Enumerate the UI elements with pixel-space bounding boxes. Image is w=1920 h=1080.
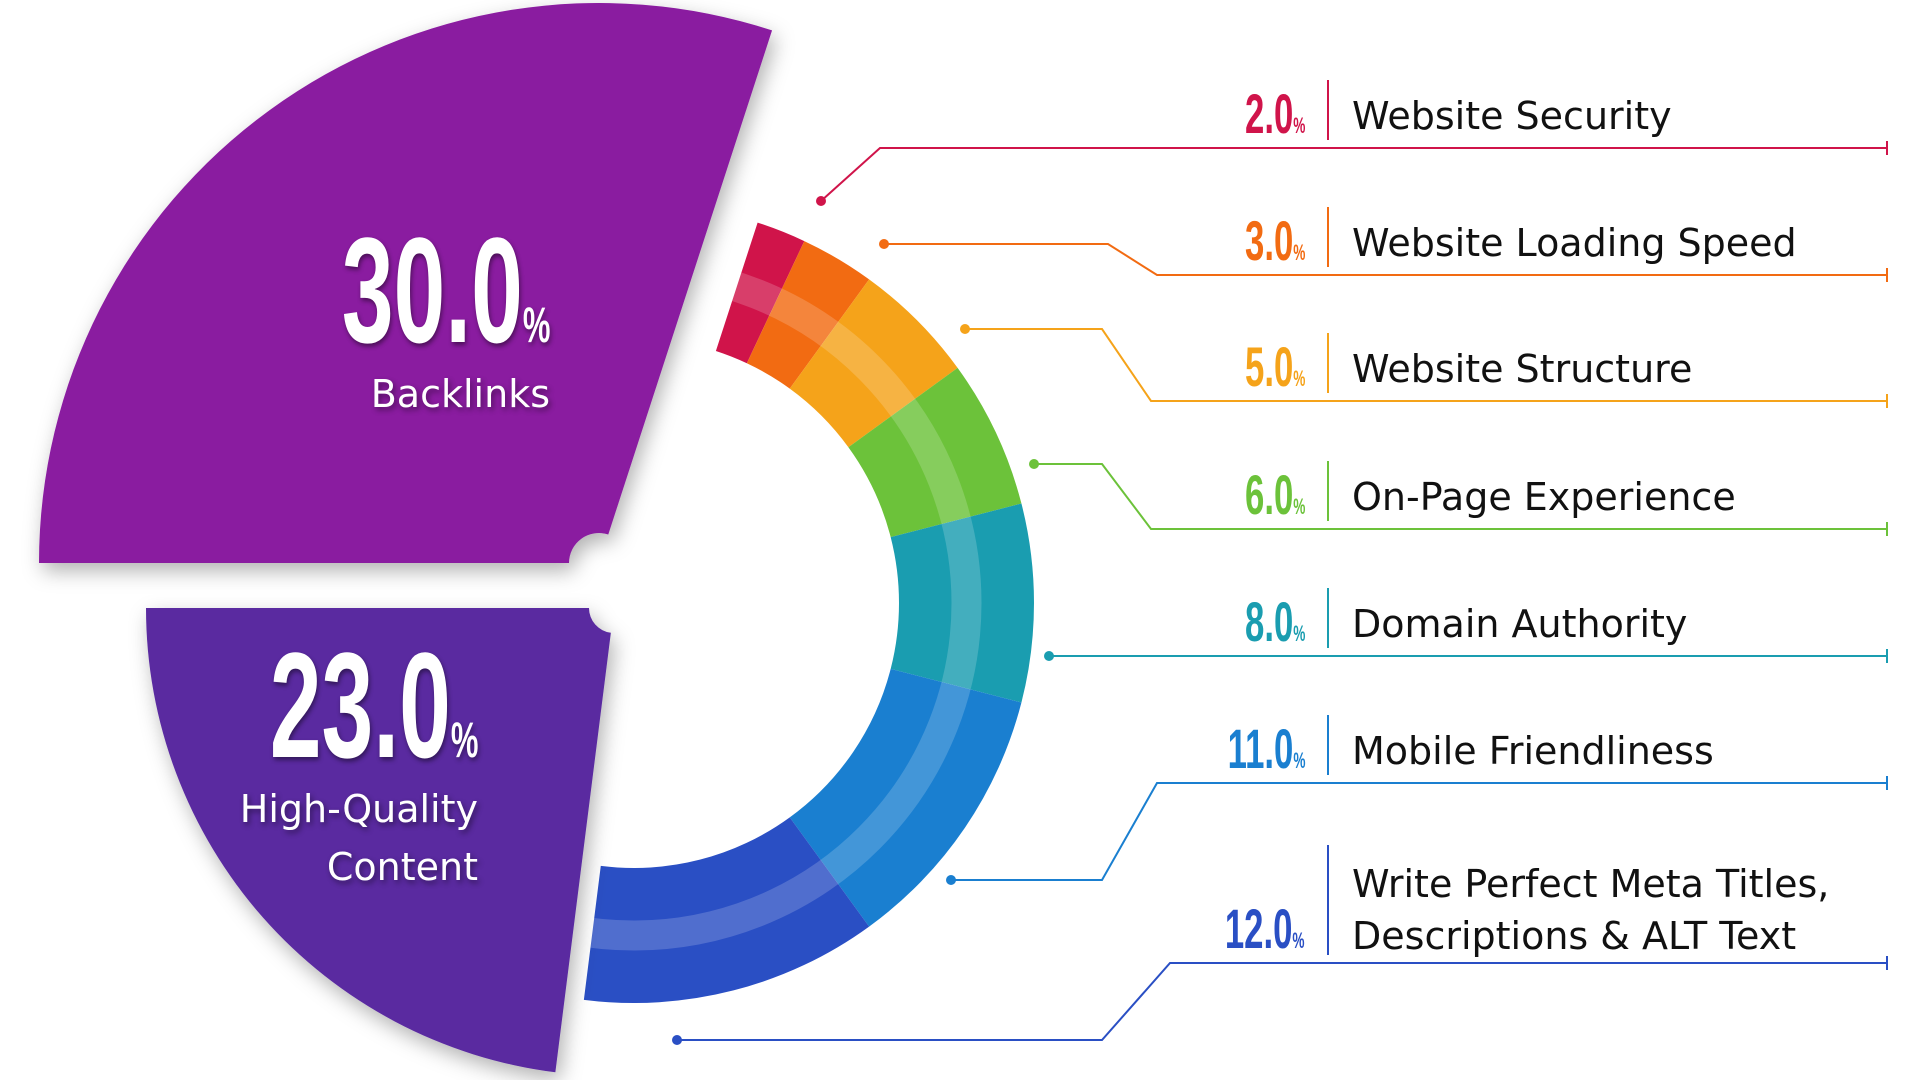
slice-label: Website Structure — [1352, 343, 1692, 395]
slice-name: Backlinks — [370, 372, 550, 416]
percent-value: 3.0 — [1244, 209, 1293, 272]
percent-unit: % — [1292, 928, 1305, 953]
slice-name: Content — [326, 845, 478, 889]
slice-website-loading-speed — [746, 241, 870, 389]
percent-unit: % — [1292, 494, 1305, 519]
leader-line — [965, 328, 1887, 402]
label-divider — [1327, 461, 1329, 521]
label-line: Website Structure — [1352, 347, 1693, 391]
percent-unit: % — [1292, 240, 1305, 265]
big-slice-label: 30.0% Backlinks — [214, 215, 550, 423]
slice-website-security — [715, 222, 805, 364]
slice-name: High-Quality — [239, 787, 478, 831]
percent-unit: % — [1292, 621, 1305, 646]
leader-dot — [1044, 651, 1054, 661]
percent-value: 2.0 — [1244, 82, 1293, 145]
leader-line — [884, 243, 1887, 276]
slice-write-perfect-meta-titles-descriptions-alt-text — [583, 817, 870, 1003]
slice-mobile-friendliness — [789, 668, 1022, 927]
slice-label: Website Loading Speed — [1352, 217, 1797, 269]
leader-dot — [816, 196, 826, 206]
slice-percent: 2.0% — [1245, 86, 1305, 142]
slice-label: On-Page Experience — [1352, 471, 1736, 523]
percent-value: 30.0% — [341, 206, 550, 374]
leader-line — [820, 147, 1887, 202]
label-divider — [1327, 207, 1329, 267]
leader-line — [951, 782, 1887, 881]
leader-dot — [960, 324, 970, 334]
slice-percent: 12.0% — [1225, 901, 1305, 957]
label-line: On-Page Experience — [1352, 475, 1736, 519]
leader-dot — [672, 1035, 682, 1045]
leader-dot — [946, 875, 956, 885]
label-divider — [1327, 715, 1329, 775]
percent-value: 8.0 — [1244, 590, 1293, 653]
slice-percent: 5.0% — [1245, 339, 1305, 395]
slice-percent: 11.0% — [1227, 721, 1305, 777]
slice-label: Write Perfect Meta Titles, Descriptions &… — [1352, 858, 1829, 962]
percent-value: 12.0 — [1225, 897, 1293, 960]
label-divider — [1327, 80, 1329, 140]
leader-line — [677, 962, 1887, 1041]
slice-percent: 6.0% — [1245, 467, 1305, 523]
slice-high-quality-content — [146, 608, 611, 1073]
label-divider — [1327, 588, 1329, 648]
label-line: Mobile Friendliness — [1352, 729, 1714, 773]
leader-dot — [879, 239, 889, 249]
slice-website-structure — [789, 279, 958, 448]
label-line: Website Loading Speed — [1352, 221, 1797, 265]
label-divider — [1327, 333, 1329, 393]
slice-percent: 8.0% — [1245, 594, 1305, 650]
label-line: Domain Authority — [1352, 602, 1688, 646]
percent-value: 23.0% — [269, 621, 478, 789]
slice-label: Domain Authority — [1352, 598, 1687, 650]
percent-value: 11.0 — [1227, 717, 1293, 780]
label-divider — [1327, 845, 1329, 955]
label-line: Write Perfect Meta Titles, — [1352, 862, 1830, 906]
leader-line — [1034, 463, 1887, 530]
percent-unit: % — [1292, 113, 1305, 138]
percent-unit: % — [1292, 748, 1305, 773]
slice-backlinks — [39, 2, 773, 563]
label-line: Descriptions & ALT Text — [1352, 914, 1797, 958]
big-slice-label: 23.0% High-Quality Content — [142, 630, 478, 896]
leader-dot — [1029, 459, 1039, 469]
label-line: Website Security — [1352, 94, 1672, 138]
slice-domain-authority — [890, 503, 1034, 703]
slice-label: Mobile Friendliness — [1352, 725, 1714, 777]
slice-label: Website Security — [1352, 90, 1672, 142]
percent-unit: % — [1292, 366, 1305, 391]
slice-on-page-experience — [848, 367, 1022, 538]
percent-value: 6.0 — [1244, 463, 1293, 526]
slice-percent: 3.0% — [1245, 213, 1305, 269]
percent-value: 5.0 — [1244, 335, 1293, 398]
